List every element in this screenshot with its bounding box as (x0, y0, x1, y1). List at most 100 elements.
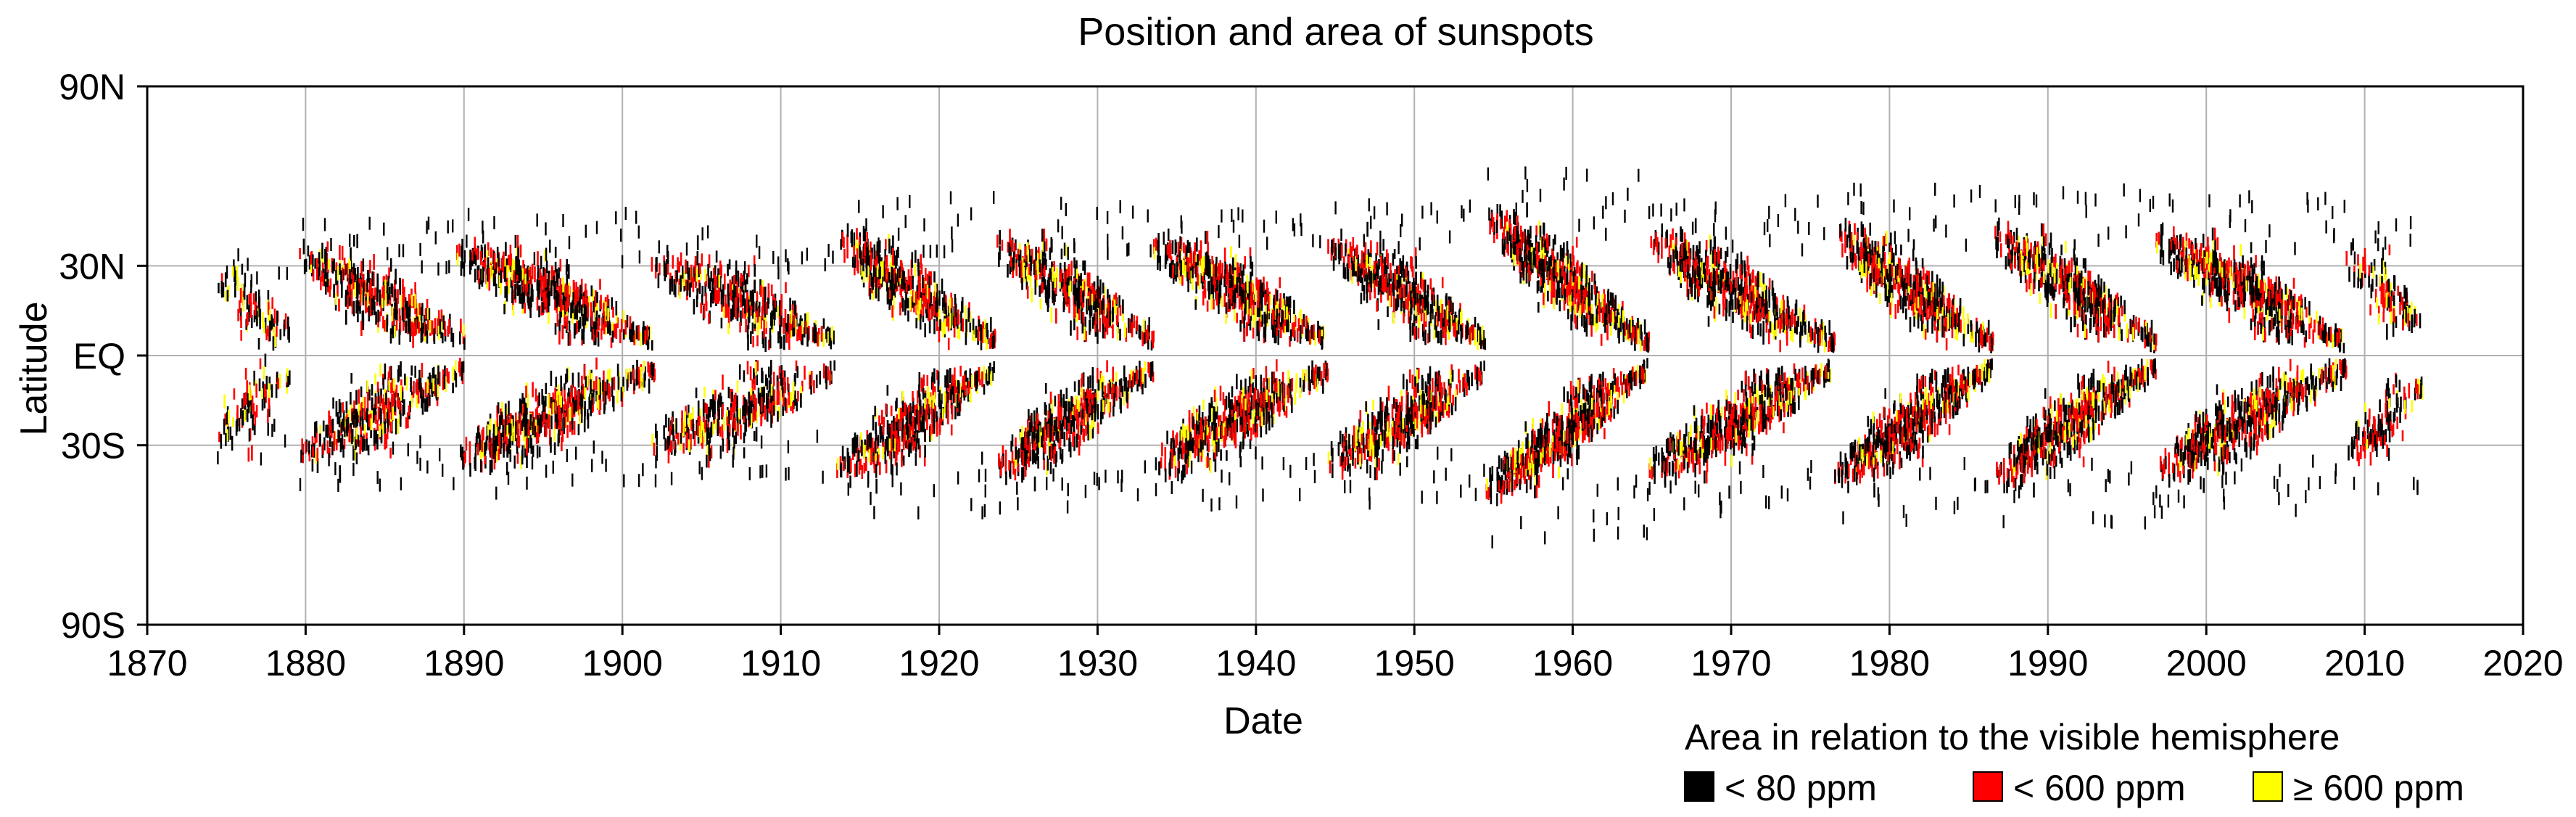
sunspot-mark-medium (468, 441, 471, 454)
sunspot-mark-small (784, 397, 787, 411)
sunspot-mark-small (1149, 244, 1152, 258)
sunspot-mark-large (923, 279, 926, 290)
sunspot-mark-small (766, 377, 769, 390)
sunspot-mark-small (880, 426, 883, 440)
sunspot-mark-large (268, 309, 271, 321)
sunspot-mark-medium (1198, 250, 1200, 261)
sunspot-mark-medium (753, 393, 755, 405)
sunspot-mark-small (904, 215, 907, 229)
sunspot-mark-medium (1309, 329, 1311, 345)
sunspot-mark-large (643, 361, 645, 371)
sunspot-mark-small (261, 397, 264, 411)
sunspot-mark-small (891, 464, 893, 476)
sunspot-mark-medium (519, 245, 522, 258)
sunspot-mark-small (1236, 277, 1238, 293)
sunspot-mark-small (523, 412, 525, 424)
sunspot-mark-small (377, 388, 380, 404)
sunspot-mark-small (732, 303, 735, 317)
sunspot-mark-medium (728, 424, 731, 437)
sunspot-mark-small (486, 425, 489, 440)
sunspot-mark-small (912, 275, 914, 290)
sunspot-mark-large (496, 449, 498, 462)
sunspot-mark-small (345, 401, 348, 414)
sunspot-mark-small (515, 256, 518, 269)
sunspot-mark-small (936, 245, 938, 258)
sunspot-mark-small (1150, 340, 1153, 350)
sunspot-mark-small (536, 445, 539, 459)
sunspot-mark-medium (1115, 385, 1118, 401)
sunspot-mark-medium (243, 393, 245, 409)
sunspot-mark-medium (979, 373, 981, 386)
sunspot-mark-medium (1256, 279, 1258, 291)
sunspot-mark-medium (901, 451, 903, 467)
sunspot-mark-medium (922, 374, 925, 386)
sunspot-mark-small (1083, 391, 1086, 408)
sunspot-mark-small (789, 297, 791, 312)
sunspot-mark-large (986, 369, 989, 381)
sunspot-mark-small (597, 331, 600, 347)
sunspot-mark-small (680, 275, 682, 291)
sunspot-mark-small (673, 279, 675, 295)
sunspot-mark-small (328, 453, 330, 467)
sunspot-mark-large (1091, 293, 1094, 305)
sunspot-mark-small (376, 277, 379, 293)
sunspot-mark-large (959, 383, 962, 398)
sunspot-mark-medium (587, 302, 589, 318)
sunspot-mark-small (392, 441, 395, 455)
sunspot-mark-small (851, 237, 854, 247)
sunspot-mark-medium (1180, 237, 1183, 251)
sunspot-mark-medium (343, 258, 346, 274)
sunspot-mark-medium (917, 390, 919, 404)
sunspot-mark-medium (1044, 441, 1046, 454)
sunspot-mark-small (633, 378, 636, 391)
sunspot-mark-small (1112, 406, 1115, 416)
sunspot-mark-medium (600, 328, 603, 340)
sunspot-mark-small (477, 426, 479, 439)
sunspot-mark-large (595, 306, 597, 322)
sunspot-mark-large (319, 249, 321, 263)
sunspot-mark-small (698, 263, 700, 278)
sunspot-mark-medium (1028, 443, 1031, 457)
sunspot-mark-small (1248, 299, 1250, 311)
sunspot-mark-small (1074, 287, 1077, 301)
sunspot-mark-medium (1089, 272, 1091, 287)
sunspot-mark-large (286, 368, 289, 382)
sunspot-mark-small (772, 250, 775, 264)
sunspot-mark-small (748, 312, 751, 324)
sunspot-mark-small (523, 289, 526, 303)
sunspot-mark-medium (768, 340, 770, 350)
sunspot-mark-small (331, 419, 334, 433)
sunspot-mark-small (506, 446, 508, 458)
sunspot-mark-small (904, 301, 907, 316)
sunspot-mark-small (1215, 263, 1217, 278)
sunspot-mark-large (223, 394, 226, 409)
sunspot-mark-small (492, 448, 495, 459)
sunspot-mark-medium (1065, 284, 1067, 296)
sunspot-mark-small (1225, 302, 1228, 314)
sunspot-mark-medium (708, 313, 710, 324)
sunspot-mark-small (841, 446, 844, 461)
sunspot-mark-large (379, 425, 381, 438)
sunspot-mark-medium (1086, 388, 1089, 402)
sunspot-mark-medium (1106, 360, 1108, 373)
sunspot-mark-medium (721, 424, 724, 440)
sunspot-mark-small (857, 450, 860, 462)
sunspot-mark-medium (864, 242, 866, 256)
sunspot-mark-small (751, 291, 753, 306)
sunspot-mark-small (1045, 259, 1047, 270)
sunspot-mark-large (1276, 298, 1279, 313)
sunspot-mark-medium (632, 369, 635, 383)
sunspot-mark-small (1102, 326, 1105, 339)
sunspot-mark-medium (347, 263, 349, 279)
sunspot-mark-medium (1047, 410, 1050, 423)
sunspot-mark-small (685, 415, 688, 428)
sunspot-mark-small (624, 207, 627, 220)
sunspot-mark-medium (529, 266, 532, 277)
sunspot-mark-small (1138, 371, 1141, 387)
chart-title: Position and area of sunspots (1078, 10, 1593, 54)
sunspot-mark-large (521, 268, 524, 281)
sunspot-mark-medium (352, 274, 355, 290)
sunspot-mark-small (924, 445, 926, 458)
sunspot-mark-small (676, 270, 678, 282)
sunspot-mark-small (1049, 268, 1052, 280)
